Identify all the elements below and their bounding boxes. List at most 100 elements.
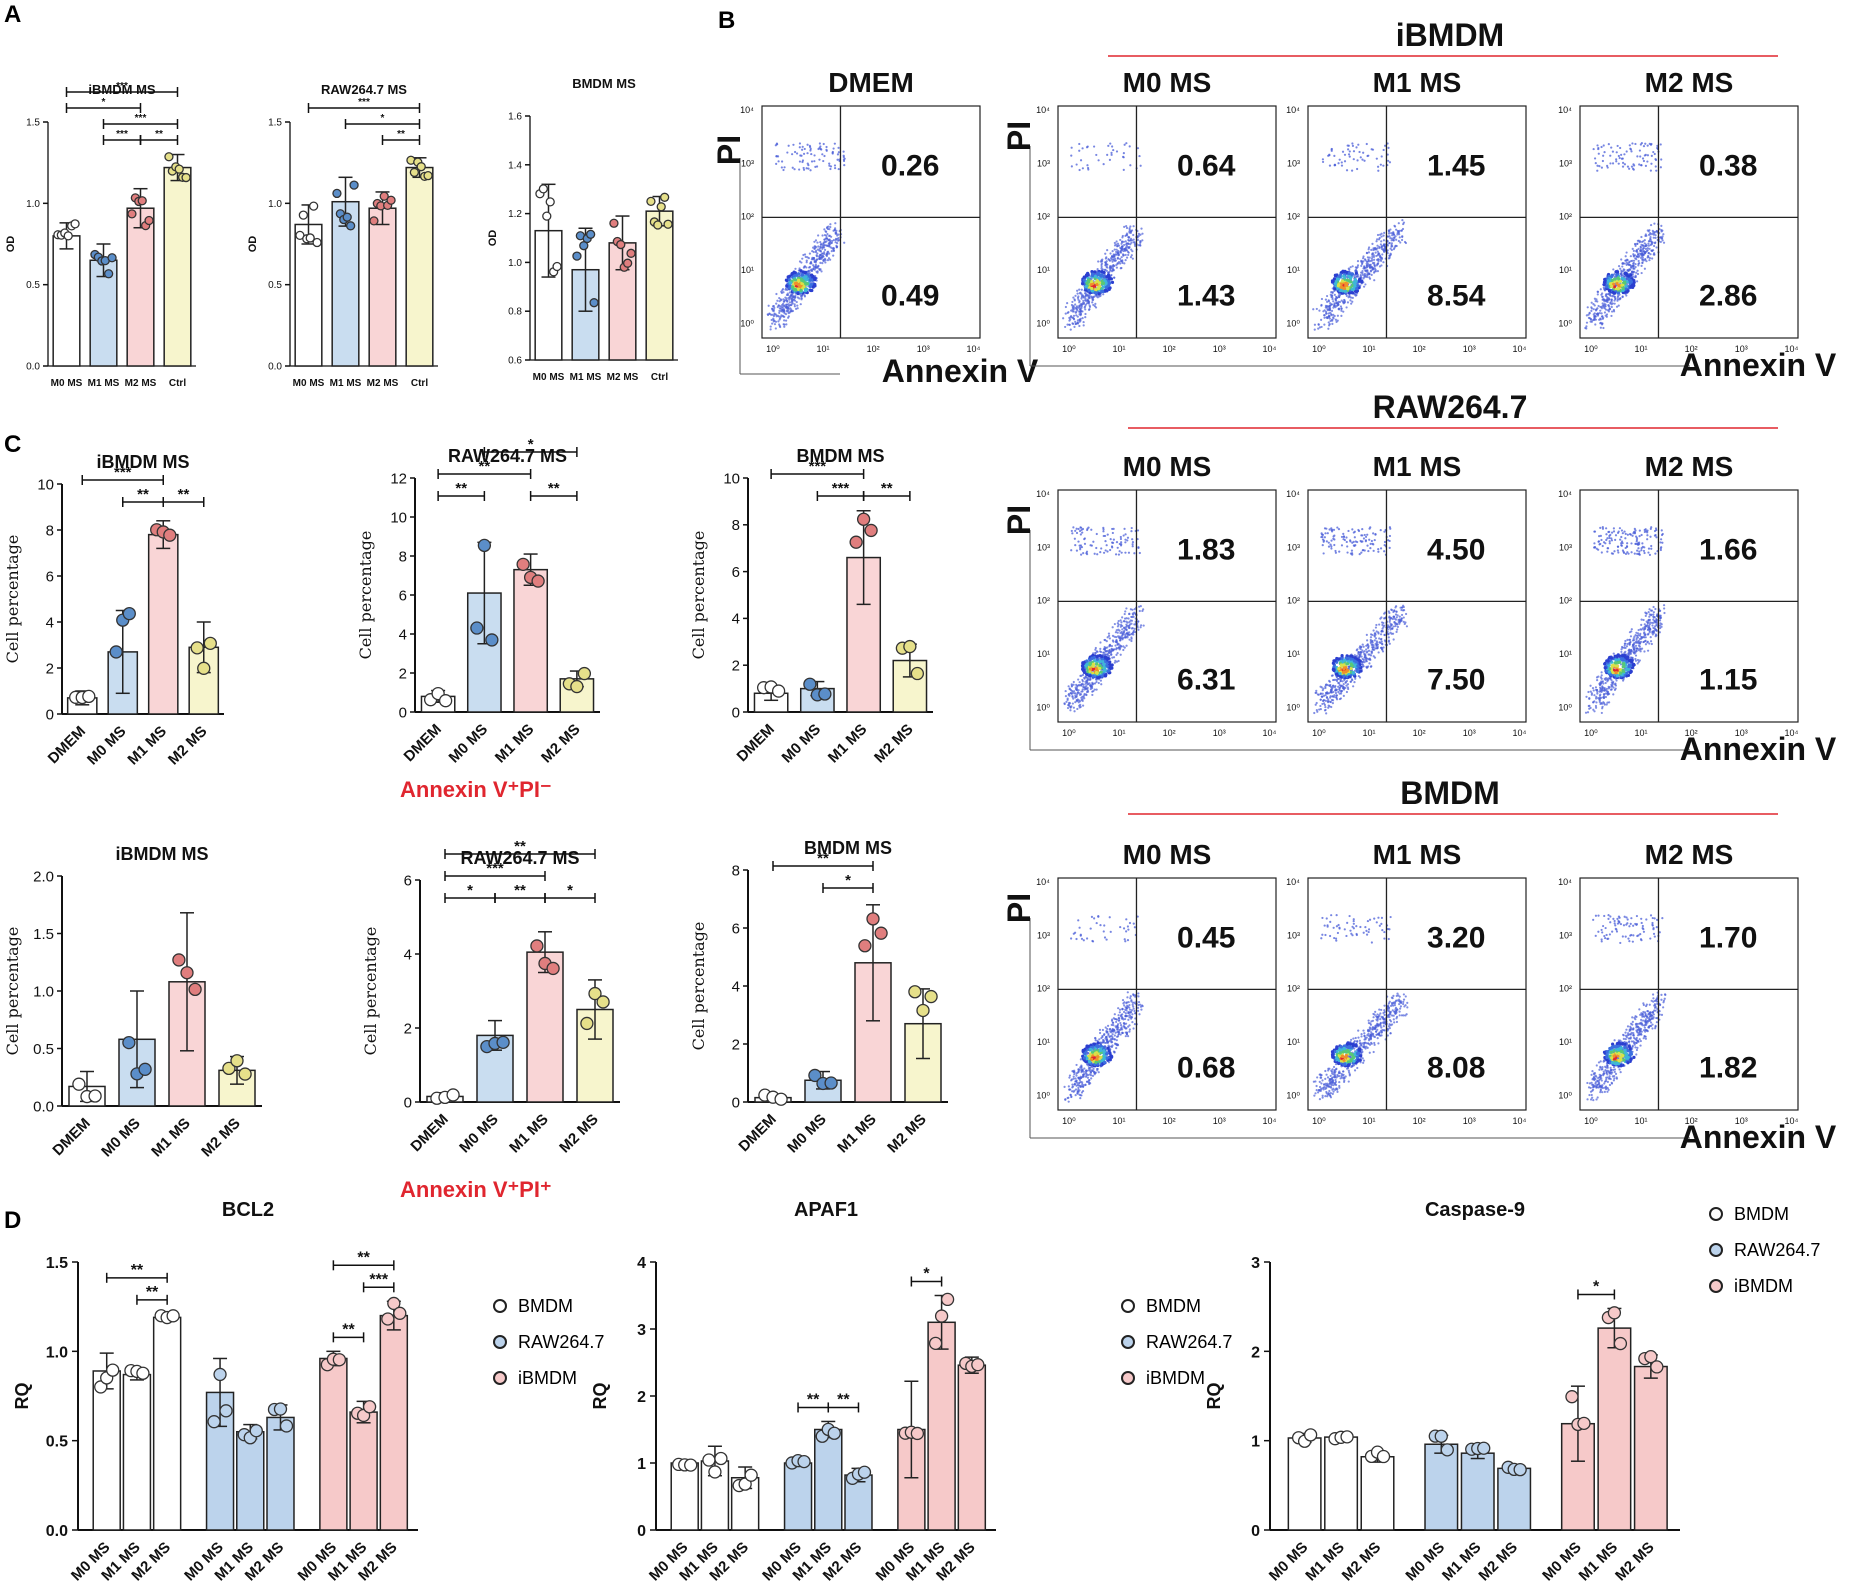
flow-event: [1095, 546, 1098, 550]
data-point: [222, 1061, 236, 1076]
flow-event: [805, 266, 808, 269]
flow-event: [1128, 620, 1131, 624]
flow-event: [826, 250, 830, 253]
flow-event-dense: [1099, 670, 1103, 674]
flow-event: [767, 304, 770, 307]
data-point: [342, 212, 352, 222]
flow-event: [1072, 680, 1075, 684]
y-tick-label: 0.6: [508, 356, 522, 367]
flow-event: [842, 159, 846, 163]
flow-event: [1066, 323, 1069, 326]
sig-label: **: [514, 882, 526, 899]
flow-group-title: RAW264.7: [1373, 389, 1528, 425]
flow-event: [821, 153, 824, 156]
flow-event: [1071, 695, 1074, 699]
data-point: [924, 989, 938, 1004]
flow-plot-frame: [761, 105, 981, 339]
bar: [526, 951, 564, 1103]
flow-event: [1328, 324, 1331, 327]
flow-plot: 10⁰10⁰10¹10¹10²10²10³10³10⁴10⁴0.382.86M2…: [1558, 67, 1799, 354]
x-tick-label: M0 MS: [51, 378, 83, 389]
data-point: [738, 1477, 752, 1491]
data-point: [312, 237, 322, 248]
flow-event: [830, 241, 833, 244]
data-point: [934, 1309, 949, 1323]
data-point: [308, 201, 319, 211]
flow-event-dense: [1627, 278, 1632, 282]
flow-event: [828, 164, 831, 167]
flow-event: [1086, 690, 1090, 693]
y-tick-label: 8: [732, 862, 740, 879]
y-axis-label: Cell percentage: [356, 531, 375, 660]
chart-title: iBMDM MS: [116, 844, 209, 864]
flow-event: [1616, 144, 1619, 148]
flow-event: [1064, 325, 1067, 329]
flow-event: [1397, 239, 1400, 243]
flow-event: [1113, 635, 1116, 638]
flow-event: [1649, 233, 1652, 236]
x-tick-label: M2 MS: [367, 378, 399, 389]
y-tick-label: 1.0: [26, 199, 40, 210]
flow-event: [1334, 318, 1337, 321]
flow-event: [1140, 227, 1143, 230]
flow-event: [1130, 627, 1133, 630]
flow-event: [1330, 314, 1333, 317]
flow-event: [1327, 327, 1330, 330]
flow-event: [1644, 164, 1648, 167]
flow-event: [1387, 232, 1391, 235]
y-tick-label: 1.5: [268, 118, 282, 129]
flow-event: [1646, 144, 1649, 147]
flow-x-tick-label: 10³: [1463, 344, 1476, 354]
flow-event-dense: [812, 276, 817, 280]
flow-event: [793, 305, 796, 308]
flow-event: [1124, 610, 1127, 613]
flow-event: [1653, 152, 1656, 156]
flow-event: [1365, 142, 1368, 146]
flow-event: [1125, 256, 1129, 259]
flow-event: [1081, 688, 1084, 691]
flow-event: [772, 310, 775, 313]
flow-event: [1395, 238, 1398, 241]
y-tick-label: 12: [390, 470, 407, 487]
x-tick-label: DMEM: [735, 1111, 779, 1155]
flow-event-dense: [794, 281, 798, 285]
flow-event: [1111, 260, 1114, 263]
flow-event: [1626, 262, 1629, 266]
flow-event: [1632, 249, 1635, 253]
flow-event: [1105, 649, 1109, 652]
x-tick-label: M0 MS: [1539, 1539, 1585, 1585]
y-tick-label: 8: [46, 522, 54, 539]
flow-event: [1313, 323, 1317, 326]
flow-event: [1324, 304, 1327, 307]
flow-event-dense: [1105, 275, 1109, 279]
data-point: [572, 251, 582, 261]
y-tick-label: 1.5: [33, 926, 54, 943]
data-point: [103, 269, 114, 279]
flow-event: [1366, 275, 1369, 279]
flow-event: [1611, 302, 1614, 305]
data-point: [908, 985, 922, 999]
y-tick-label: 2: [404, 1020, 412, 1037]
flow-event: [1395, 228, 1398, 231]
data-point: [82, 689, 96, 704]
flow-event: [1623, 153, 1626, 156]
flow-event: [1317, 327, 1320, 330]
flow-event: [1325, 312, 1328, 315]
flow-event: [1602, 154, 1605, 157]
flow-y-tick-label: 10²: [1287, 212, 1300, 222]
flow-event: [1074, 303, 1077, 306]
flow-event: [787, 308, 790, 311]
flow-event: [1649, 235, 1652, 239]
flow-event: [835, 232, 838, 235]
flow-event: [809, 149, 812, 152]
flow-event: [1375, 623, 1378, 627]
data-point: [531, 574, 545, 588]
flow-event: [1660, 224, 1663, 227]
flow-event: [819, 240, 822, 244]
x-tick-label: DMEM: [734, 721, 778, 765]
flow-event: [1337, 300, 1340, 303]
flow-event: [1376, 233, 1380, 237]
data-point: [545, 197, 555, 207]
flow-event: [1608, 305, 1611, 308]
